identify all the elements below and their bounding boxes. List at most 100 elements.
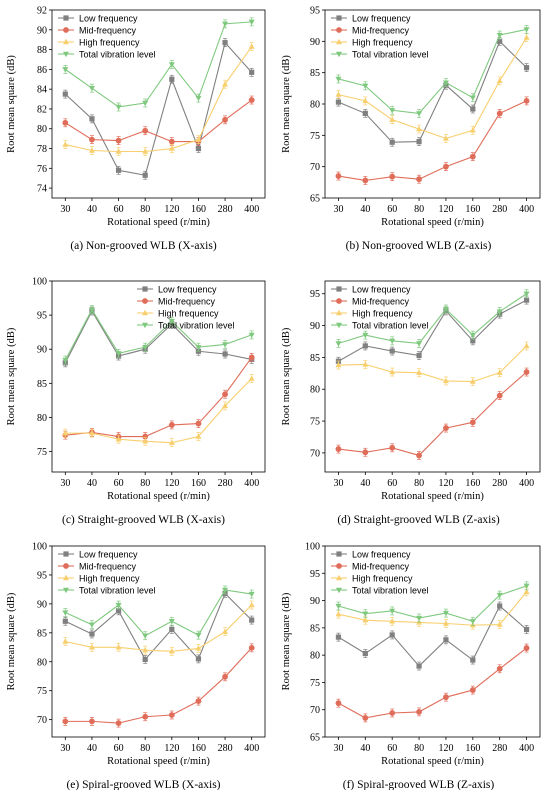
x-tick-label: 400 [244, 478, 259, 489]
legend-label: High frequency [352, 573, 413, 583]
data-point [362, 449, 369, 456]
legend-label: Total vibration level [79, 585, 156, 595]
data-point [195, 645, 202, 651]
data-point [470, 338, 476, 344]
data-point [416, 111, 423, 117]
data-point [115, 602, 122, 609]
data-point [496, 621, 503, 627]
y-tick-label: 80 [310, 651, 320, 662]
y-tick-label: 92 [37, 6, 47, 17]
y-axis-label: Root mean square (dB) [6, 327, 17, 425]
chart-panel-b: 65 70 75 80 85 90 95 30 40 60 80 120 160 280 400 Rotati… [275, 0, 550, 263]
x-tick-label: 40 [360, 743, 370, 754]
series-line-1 [65, 647, 253, 724]
x-axis-label: Rotational speed (r/min) [107, 491, 210, 502]
legend-label: Total vibration level [158, 320, 235, 330]
y-tick-label: 70 [37, 715, 47, 726]
legend-marker [336, 27, 342, 33]
data-point [443, 425, 449, 431]
data-point [470, 657, 476, 663]
plot-frame [51, 545, 266, 738]
data-point [222, 402, 229, 409]
series-line-3 [64, 308, 252, 361]
legend-marker [63, 563, 69, 569]
series-line-2 [65, 378, 253, 444]
data-point [362, 361, 369, 367]
y-tick-label: 86 [37, 65, 47, 76]
data-point [222, 21, 229, 28]
series-line-1 [338, 647, 527, 719]
data-point [248, 601, 255, 608]
data-point [416, 615, 423, 622]
data-point [523, 342, 530, 349]
data-point [442, 377, 449, 384]
y-tick-label: 65 [310, 194, 320, 205]
y-tick-label: 90 [310, 37, 320, 48]
series-line-3 [338, 585, 527, 622]
data-point [222, 628, 229, 634]
data-point [523, 588, 530, 595]
legend-label: Mid-frequency [352, 296, 410, 306]
data-point [62, 141, 69, 147]
chart-svg: 75 80 85 90 95 100 30 40 60 80 120 160 280 400 Rotatio… [6, 277, 266, 526]
y-tick-label: 78 [37, 144, 47, 155]
data-point [362, 332, 369, 339]
y-tick-label: 75 [310, 417, 320, 428]
data-point [89, 631, 95, 637]
data-point [169, 76, 175, 82]
data-point [442, 135, 449, 141]
x-tick-label: 280 [218, 743, 233, 754]
data-point [442, 306, 449, 313]
y-tick-label: 84 [37, 85, 47, 96]
legend-marker [336, 551, 342, 557]
data-point [469, 127, 476, 133]
data-point [115, 351, 122, 357]
data-point [362, 617, 369, 623]
legend-marker [336, 286, 342, 292]
legend-label: Mid-frequency [79, 25, 137, 35]
y-tick-label: 85 [310, 68, 320, 79]
legend-marker [142, 322, 148, 329]
data-point [222, 391, 228, 398]
series-line-0 [338, 299, 527, 362]
series-line-1 [338, 371, 527, 457]
x-tick-label: 400 [244, 204, 259, 215]
data-point [470, 106, 476, 112]
data-point [248, 97, 255, 103]
legend-marker [63, 587, 69, 594]
y-tick-label: 90 [310, 596, 320, 607]
legend-label: Total vibration level [352, 49, 429, 59]
data-point [497, 38, 503, 44]
legend-marker [63, 38, 69, 45]
series-line-2 [65, 604, 253, 652]
data-point [469, 687, 476, 693]
x-tick-label: 400 [519, 478, 534, 489]
data-point [496, 369, 503, 375]
legend-marker [336, 15, 342, 21]
chart-svg: 70 75 80 85 90 95 100 30 40 60 80 120 160 280 400 Rotat… [6, 542, 266, 791]
legend-label: Total vibration level [352, 320, 429, 330]
chart-panel-c: 75 80 85 90 95 100 30 40 60 80 120 160 280 400 Rotatio… [0, 265, 275, 528]
y-tick-label: 80 [37, 124, 47, 135]
legend-label: High frequency [79, 573, 140, 583]
data-point [416, 352, 422, 359]
x-tick-label: 30 [333, 478, 343, 489]
data-point [62, 357, 69, 364]
chart-panel-a: 74 76 78 80 82 84 86 88 90 92 30 40 60 80 120 160 280 400… [0, 0, 275, 263]
data-point [416, 369, 423, 375]
data-point [443, 163, 449, 170]
legend-label: Mid-frequency [352, 561, 410, 571]
legend-label: High frequency [352, 308, 413, 318]
data-point [195, 632, 202, 639]
x-tick-label: 120 [438, 478, 453, 489]
data-point [195, 136, 202, 142]
x-tick-label: 120 [438, 204, 453, 215]
y-axis-label: Root mean square (dB) [6, 55, 17, 153]
x-tick-label: 30 [60, 743, 70, 754]
x-tick-label: 80 [414, 204, 424, 215]
legend-label: High frequency [79, 37, 140, 47]
x-tick-label: 60 [387, 743, 397, 754]
x-axis-label: Rotational speed (r/min) [107, 756, 210, 767]
data-point [62, 638, 69, 644]
x-tick-label: 80 [140, 743, 150, 754]
